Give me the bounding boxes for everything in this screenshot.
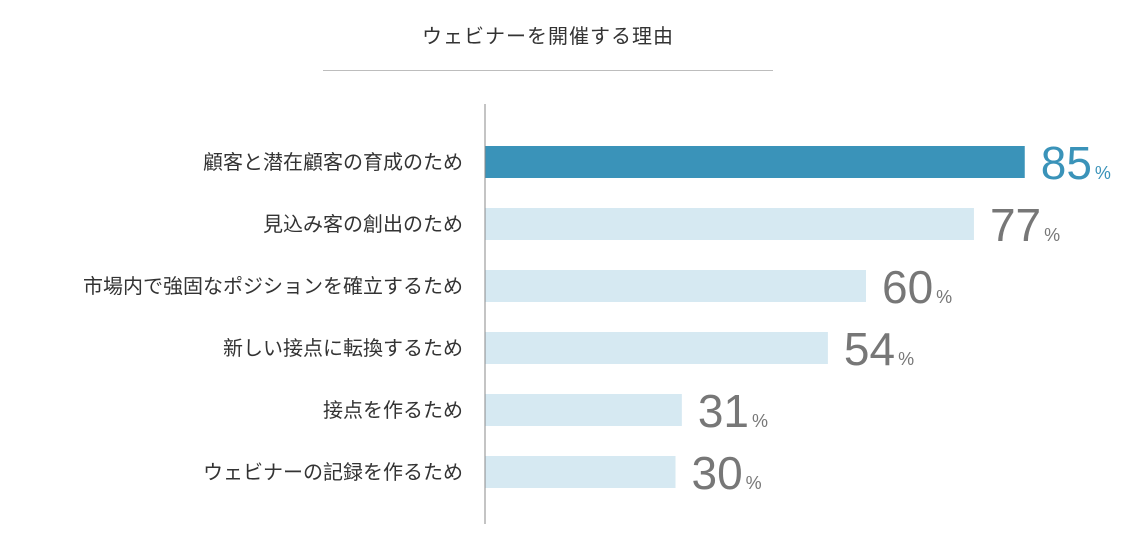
value-unit-5: % (746, 473, 762, 493)
value-number-4: 31 (698, 385, 749, 437)
value-number-2: 60 (882, 261, 933, 313)
value-labels-layer: 85 %77 %60 %54 %31 %30% (692, 137, 1111, 499)
category-label-1: 見込み客の創出のため (263, 212, 463, 236)
value-unit-3: % (898, 349, 914, 369)
value-number-5: 30 (692, 447, 743, 499)
title-underline (323, 70, 773, 71)
category-label-0: 顧客と潜在顧客の育成のため (203, 150, 463, 174)
value-label-0: 85% (1041, 137, 1111, 189)
bar-5 (485, 456, 676, 488)
bar-4 (485, 394, 682, 426)
value-label-3: 54% (844, 323, 914, 375)
category-label-3: 新しい接点に転換するため (223, 336, 463, 360)
bars-layer (485, 146, 1025, 488)
bar-0 (485, 146, 1025, 178)
value-unit-4: % (752, 411, 768, 431)
value-label-2: 60% (882, 261, 952, 313)
value-label-4: 31% (698, 385, 768, 437)
chart-title: ウェビナーを開催する理由 (422, 24, 674, 48)
value-unit-0: % (1095, 163, 1111, 183)
bar-2 (485, 270, 866, 302)
value-number-1: 77 (990, 199, 1041, 251)
value-number-3: 54 (844, 323, 895, 375)
category-label-5: ウェビナーの記録を作るため (203, 460, 463, 484)
category-label-2: 市場内で強固なポジションを確立するため (83, 274, 463, 298)
bar-3 (485, 332, 828, 364)
value-number-0: 85 (1041, 137, 1092, 189)
value-unit-1: % (1044, 225, 1060, 245)
category-labels-layer: 顧客と潜在顧客の育成のため見込み客の創出のため市場内で強固なポジションを確立する… (83, 150, 463, 484)
value-unit-2: % (936, 287, 952, 307)
value-label-1: 77% (990, 199, 1060, 251)
category-label-4: 接点を作るため (323, 398, 463, 422)
bar-1 (485, 208, 974, 240)
value-label-5: 30% (692, 447, 762, 499)
